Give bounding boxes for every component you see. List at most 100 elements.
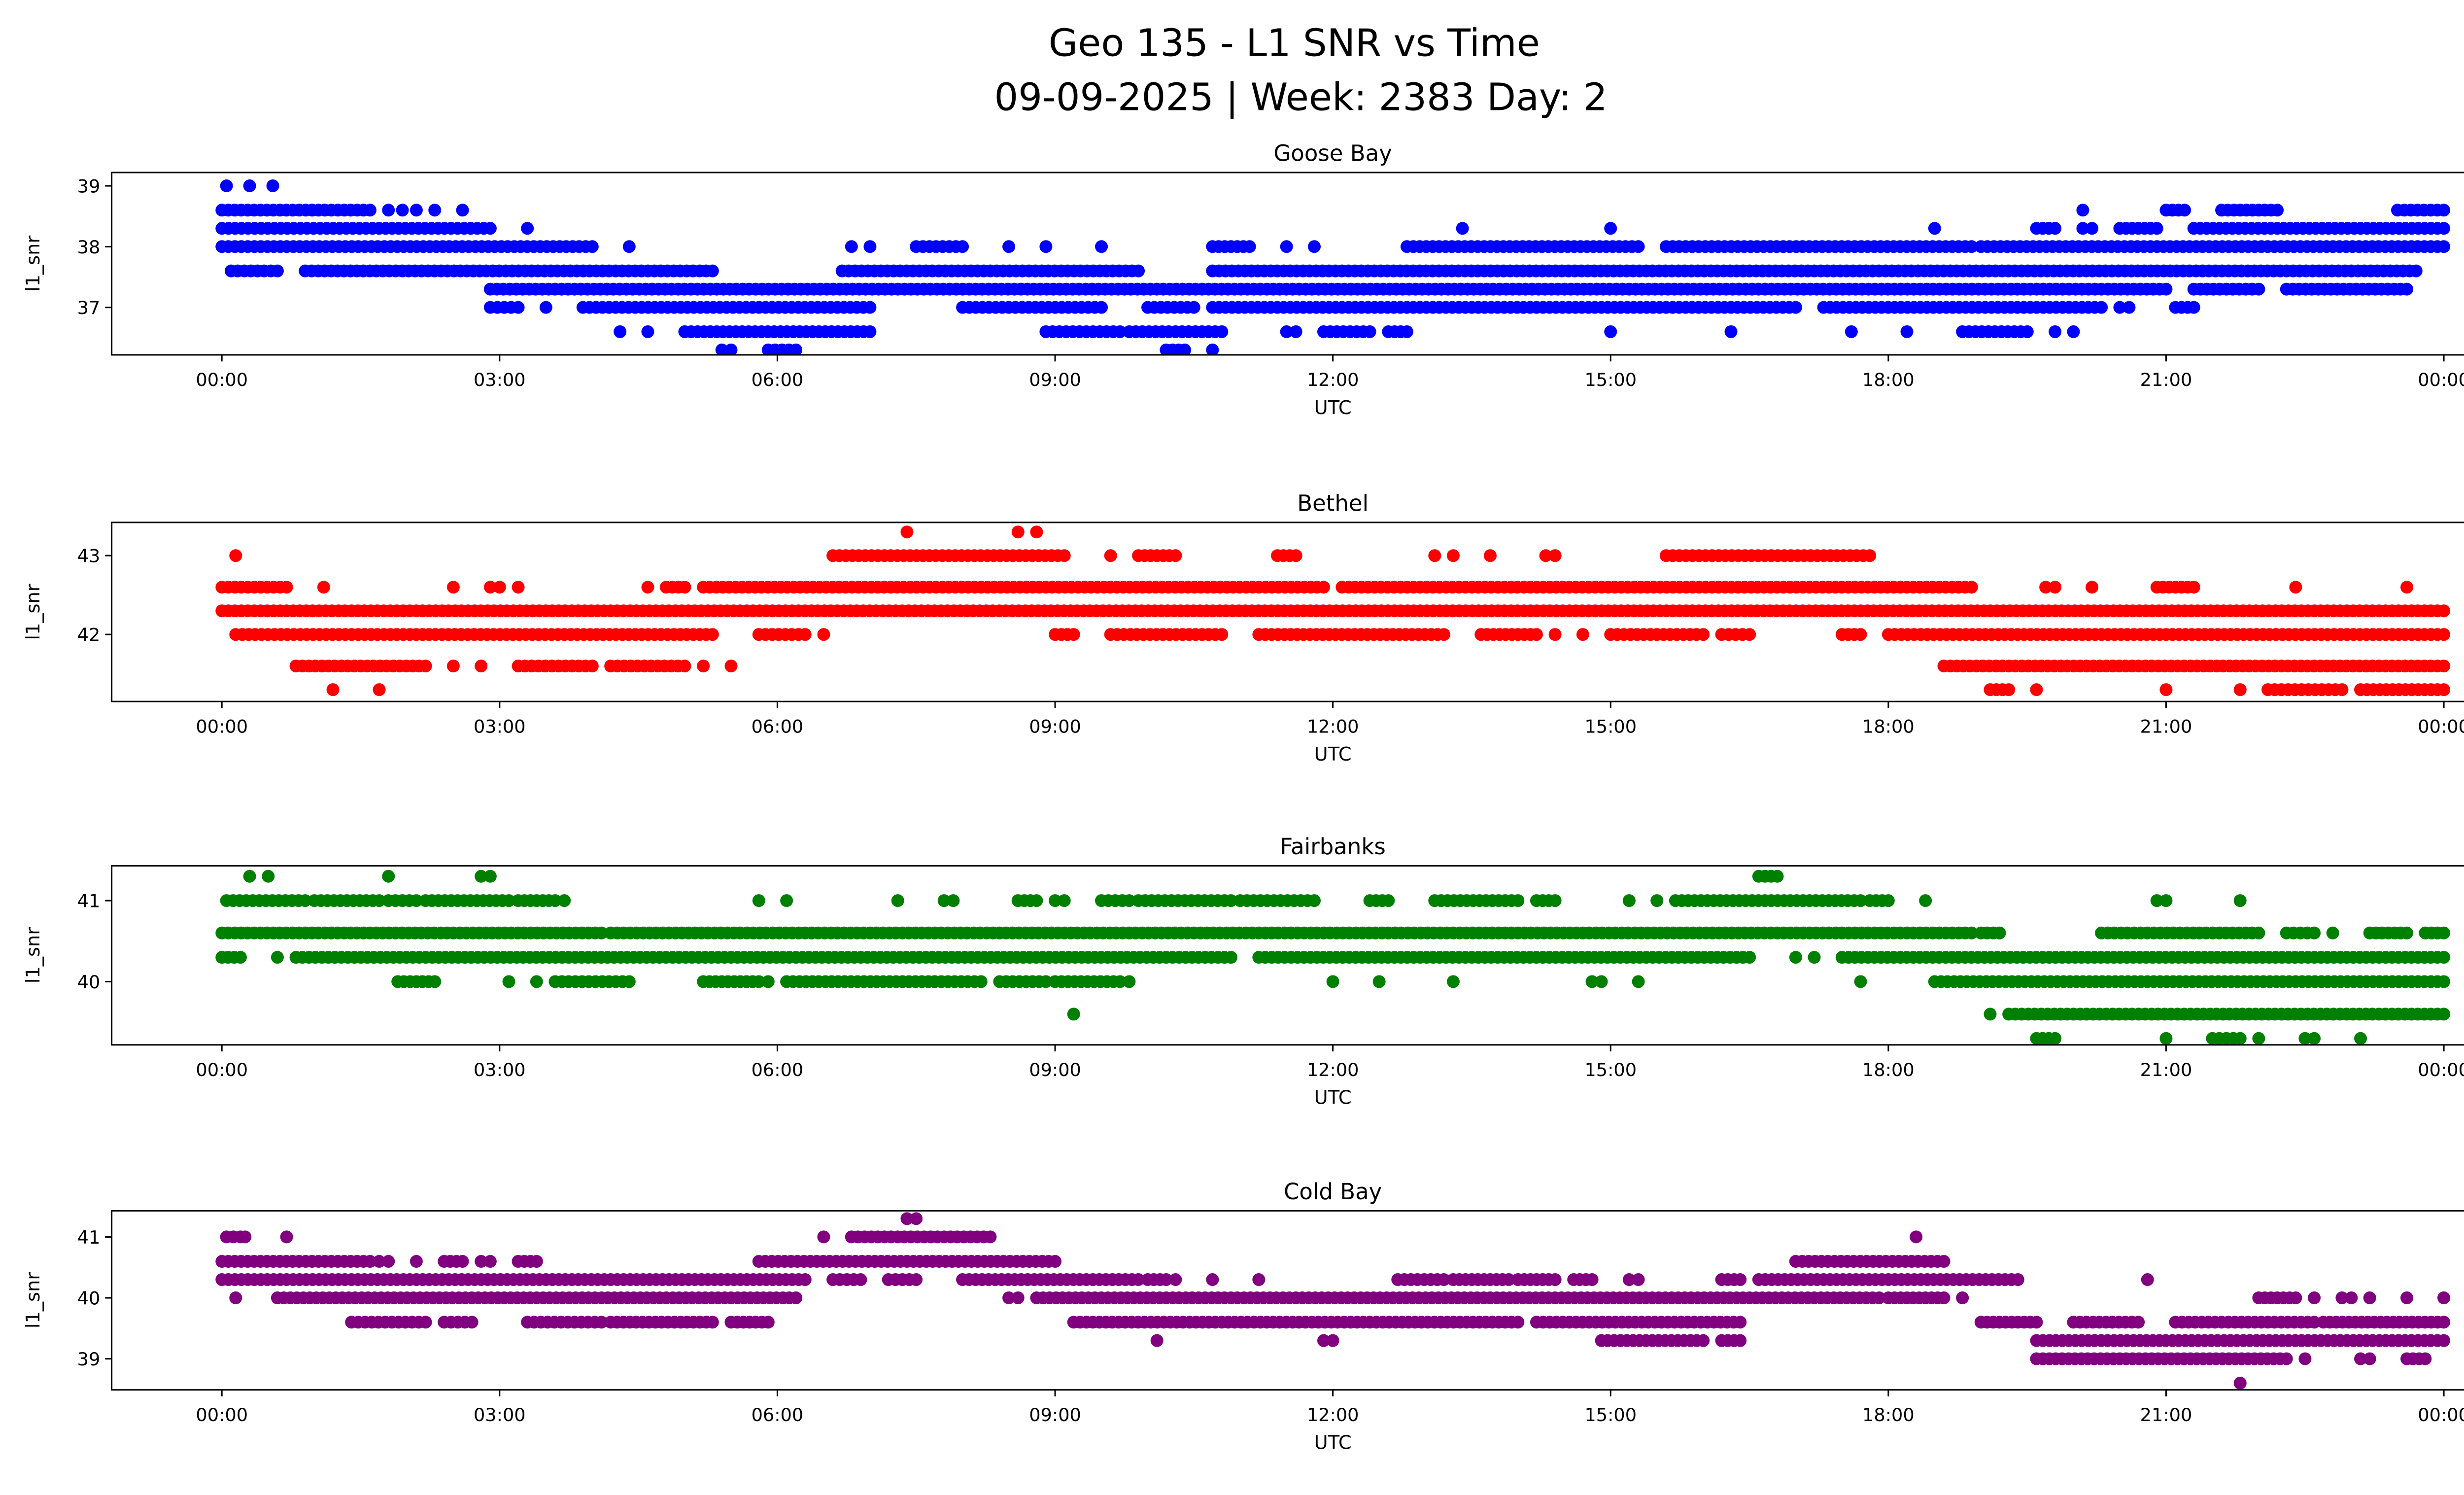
- data-point: [512, 581, 525, 594]
- data-point: [1225, 894, 1238, 907]
- data-point: [1215, 628, 1229, 641]
- data-point: [2002, 683, 2016, 696]
- data-point: [1039, 240, 1053, 253]
- data-point: [1854, 894, 1867, 907]
- data-point: [891, 894, 904, 907]
- data-point: [475, 660, 488, 673]
- data-point: [761, 975, 775, 988]
- x-tick-label: 00:00: [2418, 1404, 2464, 1425]
- data-point: [1734, 1316, 1747, 1329]
- data-point: [1595, 975, 1608, 988]
- data-point: [1206, 343, 1219, 355]
- x-tick-label: 06:00: [752, 1404, 804, 1425]
- data-point: [2178, 204, 2191, 217]
- data-point: [1011, 1291, 1025, 1305]
- data-point: [2437, 660, 2451, 673]
- subplot-title: Fairbanks: [1280, 834, 1385, 860]
- data-point: [1743, 951, 1756, 964]
- data-point: [2233, 683, 2247, 696]
- data-point: [1307, 894, 1321, 907]
- data-point: [863, 240, 877, 253]
- data-point: [1511, 894, 1525, 907]
- y-tick-label: 43: [77, 545, 101, 566]
- data-point: [2150, 894, 2163, 907]
- data-point: [1178, 343, 1192, 355]
- data-point: [1845, 325, 1858, 338]
- data-series: [215, 179, 2451, 355]
- data-point: [2049, 581, 2062, 594]
- data-point: [2187, 581, 2200, 594]
- data-point: [2067, 325, 2080, 338]
- data-point: [2113, 301, 2126, 314]
- data-point: [2363, 1352, 2376, 1365]
- data-point: [1910, 1230, 1923, 1244]
- data-point: [2326, 926, 2339, 939]
- data-point: [220, 179, 233, 192]
- data-point: [1095, 301, 1108, 314]
- data-point: [2289, 581, 2302, 594]
- figure-title-line2: 09-09-2025 | Week: 2383 Day: 2: [994, 75, 1608, 119]
- subplot-goose-bay: 00:00 03:00 06:00 09:00 12:00 15:00 18:00 21:00…: [22, 140, 2464, 419]
- x-axis-label: UTC: [1314, 397, 1352, 419]
- data-point: [1363, 325, 1376, 338]
- data-point: [1225, 951, 1238, 964]
- data-point: [2437, 951, 2451, 964]
- data-point: [1604, 325, 1617, 338]
- subplot-title: Bethel: [1297, 490, 1369, 517]
- data-point: [1428, 549, 1441, 562]
- x-tick-label: 09:00: [1029, 1059, 1081, 1080]
- x-tick-label: 21:00: [2140, 1059, 2192, 1080]
- data-point: [937, 894, 951, 907]
- data-point: [2049, 325, 2062, 338]
- data-point: [2187, 301, 2200, 314]
- data-series: [215, 1212, 2451, 1390]
- data-point: [1548, 1273, 1562, 1286]
- data-point: [2233, 1377, 2247, 1390]
- data-point: [475, 869, 488, 883]
- data-point: [2308, 1032, 2321, 1045]
- data-point: [2289, 1291, 2302, 1305]
- data-point: [373, 894, 386, 907]
- x-tick-label: 00:00: [2418, 716, 2464, 737]
- data-point: [1771, 869, 1784, 883]
- data-point: [1317, 1334, 1330, 1347]
- data-point: [1650, 894, 1664, 907]
- data-point: [1993, 926, 2006, 939]
- data-point: [863, 325, 877, 338]
- data-point: [595, 926, 608, 939]
- data-point: [863, 301, 877, 314]
- x-tick-label: 00:00: [2418, 369, 2464, 390]
- y-tick-label: 39: [77, 1349, 101, 1370]
- data-point: [2086, 581, 2099, 594]
- data-point: [1456, 222, 1469, 235]
- y-tick-label: 40: [77, 1287, 101, 1309]
- data-point: [1123, 894, 1136, 907]
- x-axis-label: UTC: [1314, 1432, 1352, 1454]
- data-point: [1632, 975, 1645, 988]
- data-point: [1530, 628, 1543, 641]
- data-point: [548, 894, 562, 907]
- data-point: [1289, 325, 1302, 338]
- data-point: [1483, 549, 1497, 562]
- y-tick-label: 39: [77, 175, 101, 197]
- data-point: [2233, 1032, 2247, 1045]
- data-point: [2271, 204, 2284, 217]
- data-point: [243, 869, 256, 883]
- data-point: [1984, 1008, 1997, 1021]
- x-tick-label: 18:00: [1862, 716, 1915, 737]
- data-point: [1854, 628, 1867, 641]
- data-point: [2252, 282, 2265, 296]
- data-point: [396, 204, 409, 217]
- data-point: [1002, 1291, 1016, 1305]
- x-tick-label: 03:00: [474, 716, 526, 737]
- data-point: [239, 1230, 252, 1244]
- data-point: [326, 683, 340, 696]
- data-point: [1049, 894, 1062, 907]
- data-point: [1067, 628, 1080, 641]
- data-point: [280, 581, 293, 594]
- data-point: [1622, 894, 1636, 907]
- data-point: [2030, 683, 2043, 696]
- data-point: [1187, 301, 1200, 314]
- data-point: [1873, 1291, 1886, 1305]
